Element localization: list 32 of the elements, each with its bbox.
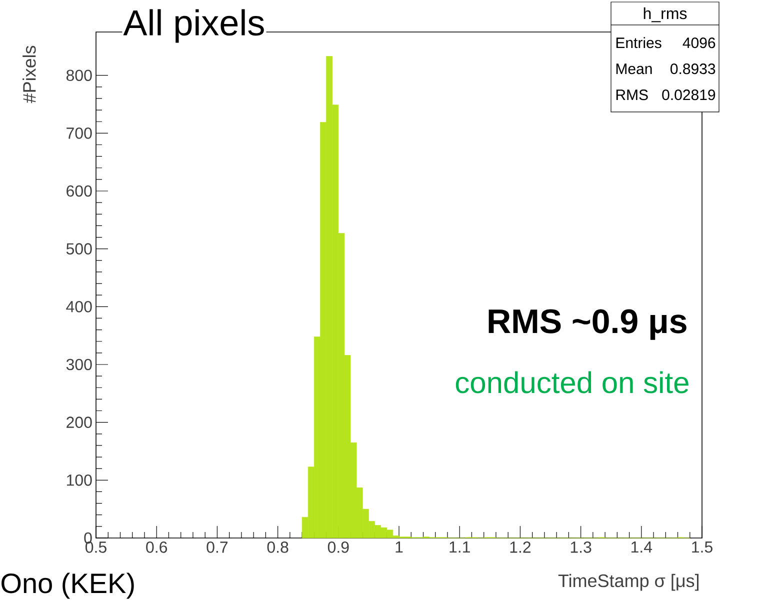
x-tick-label: 1.5 [692,542,712,553]
y-tick-label: 700 [66,128,92,139]
annotation: 4096 [682,38,716,48]
y-tick-label: 300 [66,358,92,370]
chart-title: All pixels [123,9,264,43]
annotation: Mean [616,64,652,74]
x-tick-label: 0.6 [146,542,168,553]
x-tick-label: 1.2 [510,542,531,553]
text: Ono (KEK) [2,572,134,599]
x-tick-label: 1 [396,542,403,553]
y-tick-label: 800 [66,70,92,82]
x-tick-label: 0.5 [86,542,106,553]
annotation: Entries [616,37,662,48]
x-axis-title: TimeStamp σ [μs] [558,574,698,591]
annotation: RMS ~0.9 μs [488,309,686,340]
annotation: conducted on site [456,371,688,394]
y-tick-label: 500 [66,243,92,255]
x-tick-label: 1.3 [570,542,592,553]
x-tick-label: 0.9 [328,542,349,553]
annotation: 0.8933 [670,64,716,74]
annotation: RMS [616,90,648,100]
annotation: 0.02819 [662,90,716,100]
y-tick-label: 200 [66,416,92,428]
x-tick-label: 0.8 [267,542,288,553]
x-tick-label: 1.1 [450,542,470,553]
x-tick-label: 1.4 [632,542,652,553]
y-tick-label: 100 [67,474,92,486]
text: h_rms [644,7,687,22]
y-tick-label: 600 [66,185,92,197]
y-tick-label: 400 [66,301,92,312]
y-axis-title: #Pixels [22,46,36,104]
x-tick-label: 0.7 [206,542,228,553]
